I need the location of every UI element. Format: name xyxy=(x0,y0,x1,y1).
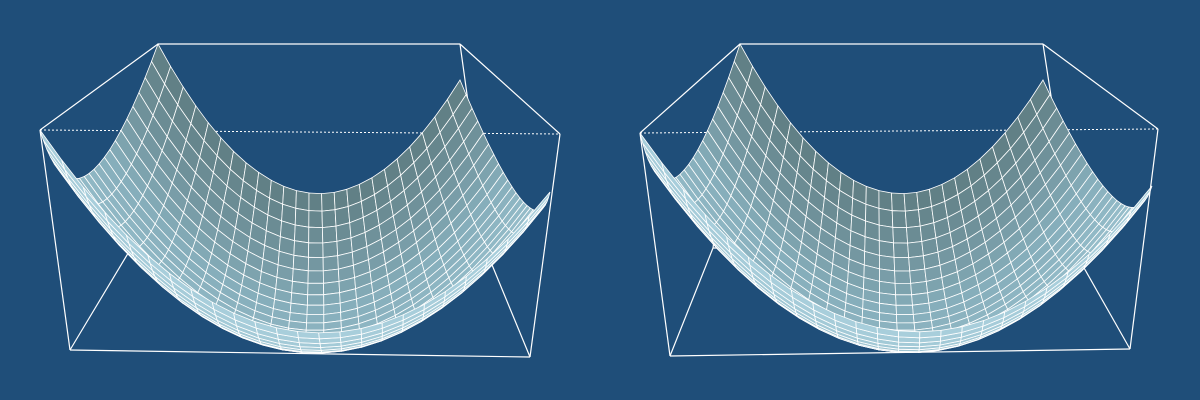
surface-mesh-cell xyxy=(322,240,339,258)
surface-mesh-cell xyxy=(878,207,894,228)
surface-mesh-cell xyxy=(307,256,324,272)
box-edge-vertical-front-left xyxy=(639,132,671,357)
box-edge-bottom-front xyxy=(69,349,531,358)
surface-mesh-cell xyxy=(891,210,907,229)
box-edge-bottom-left xyxy=(669,247,714,357)
surface-mesh-right xyxy=(639,43,1153,353)
surface-mesh-cell xyxy=(895,294,913,306)
surface-mesh-cell xyxy=(908,255,926,272)
surface-mesh-cell xyxy=(896,322,916,331)
box-edge-bottom-right xyxy=(489,259,531,358)
surface-mesh-cell xyxy=(879,268,896,284)
surface-mesh-cell xyxy=(297,331,320,340)
surface-mesh-cell xyxy=(307,282,325,296)
surface-mesh-cell xyxy=(896,314,915,324)
surface-mesh-cell xyxy=(892,226,909,244)
surface-mesh-cell xyxy=(878,224,894,244)
surface-mesh-cell xyxy=(308,210,323,229)
surface-mesh-cell xyxy=(894,270,912,284)
surface-mesh-cell xyxy=(894,282,913,296)
surface-mesh-cell xyxy=(891,192,906,212)
box-edge-top-right xyxy=(459,43,561,135)
surface-mesh-cell xyxy=(878,254,896,272)
surface-mesh-cell xyxy=(903,191,919,212)
surface-mesh-cell xyxy=(893,256,911,272)
surface-mesh-cell xyxy=(904,209,921,229)
surface-mesh-cell xyxy=(305,322,325,331)
surface-mesh-cell xyxy=(919,329,942,339)
surface-mesh-cell xyxy=(893,242,910,259)
surface-mesh-cell xyxy=(895,304,914,316)
bounding-box-front-left xyxy=(39,129,561,358)
surface-mesh-cell xyxy=(307,270,324,284)
surface-mesh-cell xyxy=(293,240,310,258)
surface-mesh-cell xyxy=(909,268,927,284)
surface-mesh-cell xyxy=(527,191,551,223)
surface-mesh-cell xyxy=(294,207,310,228)
surface-mesh-cell xyxy=(322,268,340,284)
surface-mesh-cell xyxy=(306,314,325,324)
surface-mesh-cell xyxy=(295,190,310,212)
surface-mesh-cell xyxy=(1128,185,1153,218)
box-edge-top-left xyxy=(39,43,159,131)
box-edge-bottom-left xyxy=(69,249,131,351)
surface-mesh-cell xyxy=(294,224,310,244)
surface-mesh-cell xyxy=(321,209,337,229)
box-edge-top-left xyxy=(639,43,741,134)
surface-mesh-cell xyxy=(39,129,66,170)
surface-mesh-cell xyxy=(292,268,309,284)
surface-mesh-cell xyxy=(308,192,323,212)
surface-mesh-cell xyxy=(318,331,341,340)
surface-mesh-cell xyxy=(308,242,324,258)
surface-mesh-cell xyxy=(306,294,325,306)
box-edge-top-right xyxy=(1042,43,1159,130)
surface-mesh-cell xyxy=(306,304,325,315)
surface-mesh-cell xyxy=(906,225,923,244)
surface-mesh-cell xyxy=(322,255,339,272)
surface-mesh-cell xyxy=(878,190,893,212)
surface-mesh-cell xyxy=(907,241,924,259)
saddle-surface-left-panel xyxy=(39,43,561,358)
box-edge-vertical-front-right xyxy=(529,133,561,358)
saddle-surface-right-panel xyxy=(639,43,1159,357)
surface-mesh-cell xyxy=(878,240,895,258)
surface-mesh-cell xyxy=(308,226,324,244)
surface-mesh-left xyxy=(39,43,551,354)
box-edge-vertical-front-right xyxy=(1129,128,1159,350)
surface-mesh-cell xyxy=(292,254,309,272)
surface-mesh-cell xyxy=(321,225,338,244)
surface-mesh-cell xyxy=(321,191,336,212)
surface-mesh-cell xyxy=(898,330,921,339)
box-edge-vertical-front-left xyxy=(39,129,71,351)
bounding-box-front-right xyxy=(639,128,1159,357)
